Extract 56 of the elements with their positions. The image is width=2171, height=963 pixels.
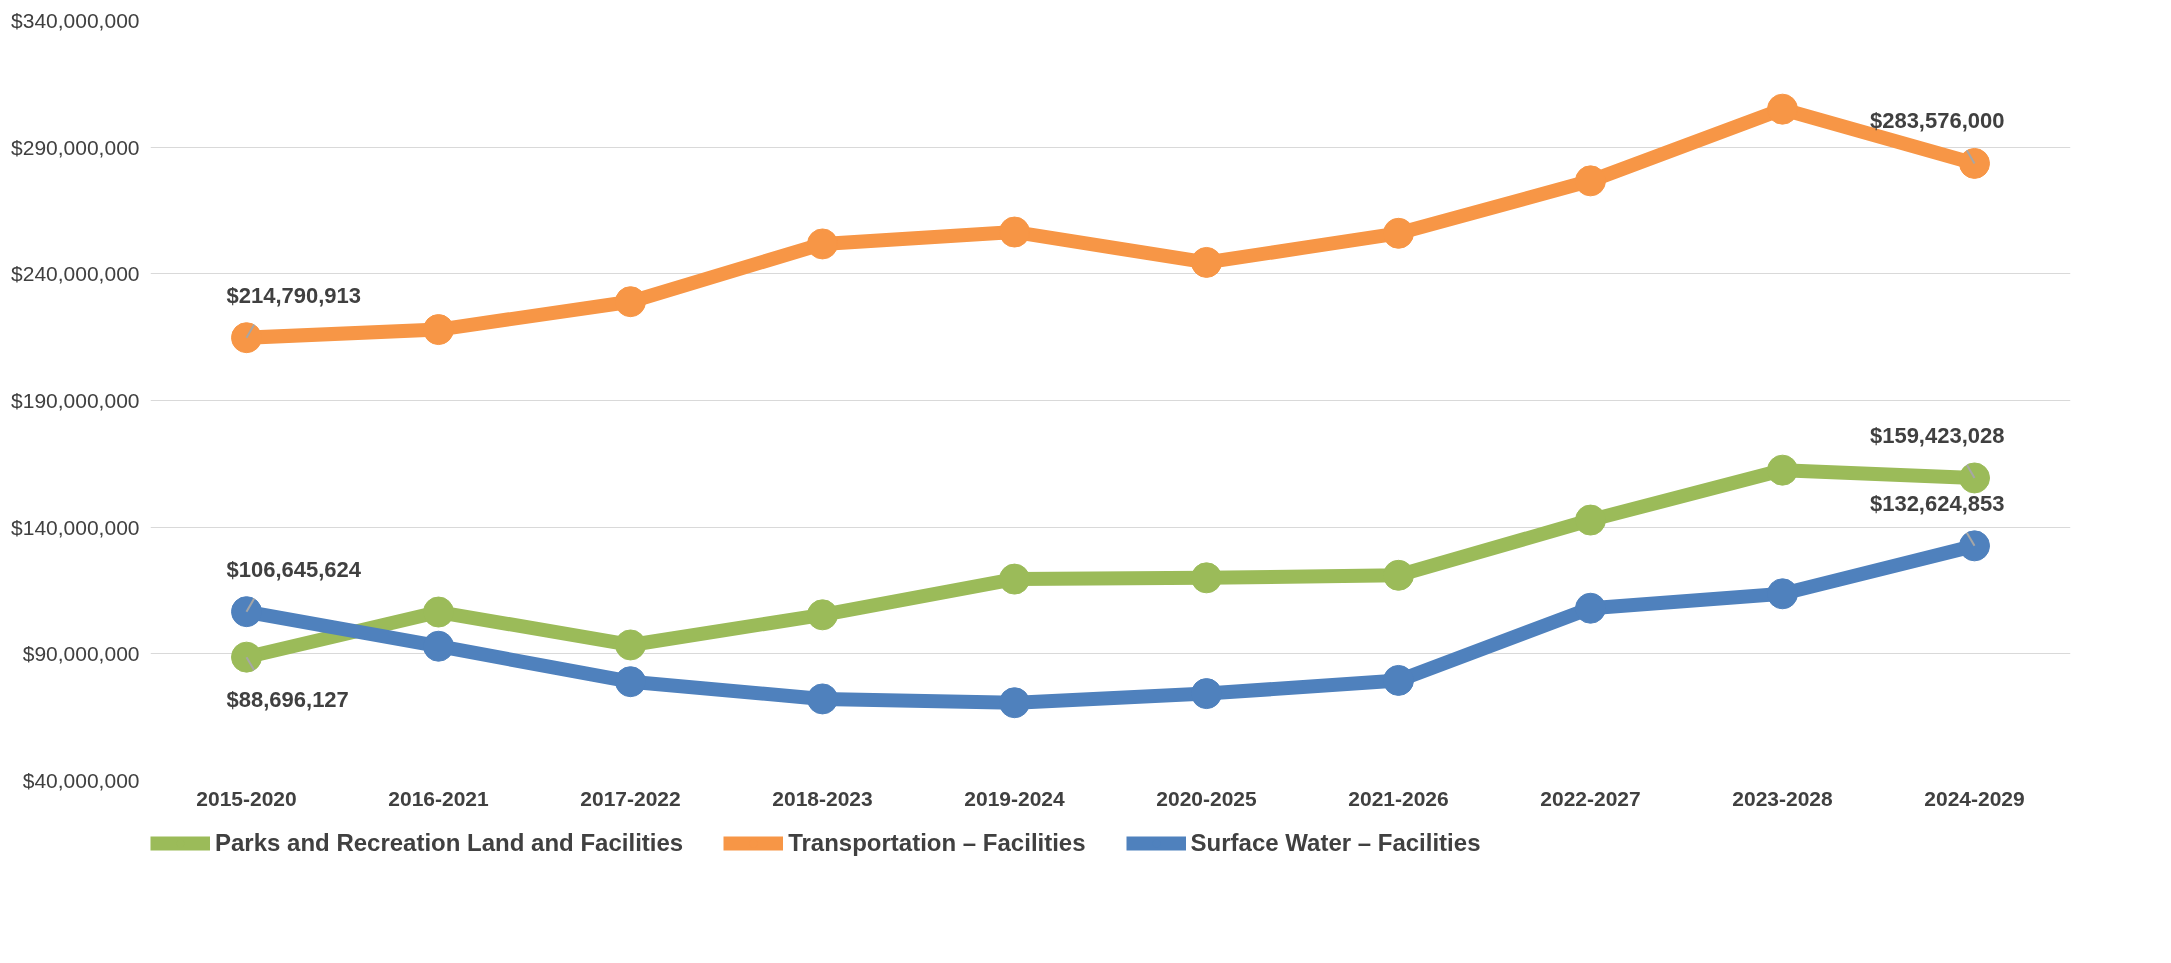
x-tick-label: 2015-2020 [196, 786, 297, 810]
y-tick-label: $190,000,000 [11, 389, 140, 412]
legend-label: Surface Water – Facilities [1190, 829, 1481, 857]
point [999, 563, 1030, 595]
x-tick-label: 2019-2024 [964, 786, 1066, 810]
point [1767, 454, 1798, 486]
point [1191, 562, 1222, 594]
point [231, 322, 262, 354]
y-tick-label: $40,000,000 [22, 769, 140, 792]
point [999, 687, 1030, 719]
point [231, 641, 262, 673]
data-label: $283,576,000 [1869, 108, 2005, 134]
point [615, 286, 646, 318]
point [423, 314, 454, 346]
point [807, 683, 838, 715]
x-tick-label: 2018-2023 [772, 786, 873, 810]
y-tick-label: $90,000,000 [22, 642, 140, 666]
data-label: $132,624,853 [1869, 490, 2005, 516]
x-tick-label: 2017-2022 [580, 786, 681, 810]
data-label: $88,696,127 [226, 687, 349, 713]
point [807, 599, 838, 631]
point [1191, 678, 1222, 710]
data-label: $159,423,028 [1869, 422, 2005, 448]
point [1191, 246, 1222, 278]
legend-label: Parks and Recreation Land and Facilities [215, 829, 684, 857]
point [615, 666, 646, 698]
y-tick-label: $240,000,000 [11, 262, 140, 286]
point [1383, 217, 1414, 249]
x-tick-label: 2022-2027 [1540, 786, 1641, 810]
x-tick-label: 2024-2029 [1924, 786, 2025, 810]
data-label: $106,645,624 [226, 556, 362, 582]
point [1959, 147, 1990, 179]
point [1767, 578, 1798, 610]
y-tick-label: $140,000,000 [11, 515, 140, 539]
point [1575, 504, 1606, 536]
point [423, 630, 454, 662]
data-label: $214,790,913 [226, 282, 362, 308]
y-tick-label: $340,000,000 [11, 9, 140, 32]
x-tick-label: 2021-2026 [1348, 786, 1449, 810]
point [1959, 530, 1990, 562]
point [1383, 559, 1414, 591]
point [807, 228, 838, 260]
point [423, 596, 454, 628]
point [1383, 664, 1414, 696]
point [231, 596, 262, 628]
point [1575, 592, 1606, 624]
point [1959, 462, 1990, 494]
point [1767, 93, 1798, 125]
legend-label: Transportation – Facilities [788, 829, 1086, 857]
x-tick-label: 2016-2021 [388, 786, 490, 810]
point [1575, 165, 1606, 197]
y-tick-label: $290,000,000 [11, 135, 140, 159]
point [615, 629, 646, 661]
x-tick-label: 2023-2028 [1732, 786, 1834, 810]
x-tick-label: 2020-2025 [1156, 786, 1258, 810]
point [999, 216, 1030, 248]
